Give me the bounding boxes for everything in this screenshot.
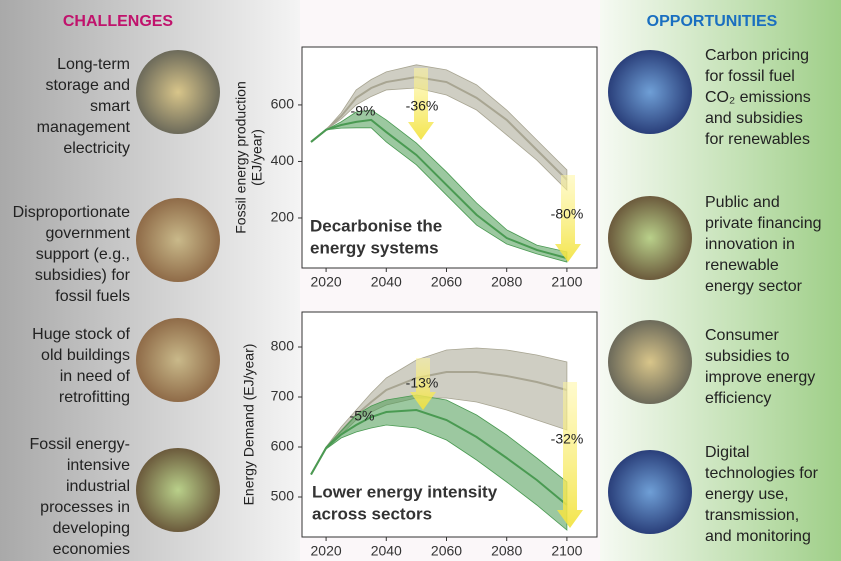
- item-text: old buildings: [41, 347, 130, 364]
- line: [310, 118, 568, 260]
- chart-caption: across sectors: [312, 504, 432, 523]
- challenges-title: CHALLENGES: [63, 13, 174, 30]
- item-text: improve energy: [705, 369, 815, 386]
- item-text: storage and: [45, 77, 130, 94]
- item-text: efficiency: [705, 390, 771, 407]
- photo: [136, 198, 220, 282]
- y-axis-label-line: (EJ/year): [249, 129, 265, 186]
- photos: [136, 50, 692, 534]
- chart-caption: Lower energy intensity: [312, 482, 498, 501]
- chart-caption: Decarbonise the: [310, 216, 442, 235]
- y-tick-label: 700: [271, 388, 295, 404]
- item-text: Huge stock of: [32, 326, 130, 343]
- y-tick-label: 500: [271, 488, 295, 504]
- x-tick-label: 2060: [431, 274, 462, 290]
- item-text: industrial: [66, 478, 130, 495]
- y-axis-label: Fossil energy production (EJ/year): [233, 81, 265, 234]
- arrow: [408, 68, 434, 140]
- item-text: Long-term: [57, 56, 130, 73]
- annotation: -32%: [551, 431, 584, 447]
- item-text: processes in: [40, 499, 130, 516]
- x-tick-label: 2060: [431, 543, 462, 559]
- photo: [136, 318, 220, 402]
- y-tick-label: 600: [271, 96, 295, 112]
- y-tick-label: 600: [271, 438, 295, 454]
- y-tick-label: 400: [271, 152, 295, 168]
- line: [310, 408, 568, 506]
- item-text: developing: [53, 520, 130, 537]
- photo: [608, 196, 692, 280]
- x-tick-label: 2080: [491, 543, 522, 559]
- item-text: support (e.g.,: [36, 246, 130, 263]
- x-tick-label: 2100: [551, 543, 582, 559]
- item-text: economies: [53, 541, 130, 558]
- item-text: for renewables: [705, 131, 810, 148]
- x-tick-label: 2020: [311, 274, 342, 290]
- item-text: Consumer: [705, 327, 779, 344]
- y-axis-label: Energy Demand (EJ/year): [241, 344, 257, 506]
- photo: [136, 448, 220, 532]
- item-text: Disproportionate: [13, 204, 131, 221]
- annotation: -9%: [351, 103, 376, 119]
- item-text: in need of: [60, 368, 131, 385]
- y-axis-label-line: Fossil energy production: [233, 81, 249, 234]
- item-text: and subsidies: [705, 110, 803, 127]
- item-text: subsidies to: [705, 348, 790, 365]
- item-text: Carbon pricing: [705, 47, 809, 64]
- x-tick-label: 2040: [371, 274, 402, 290]
- item-text: government: [46, 225, 131, 242]
- y-axis-label-line: Energy Demand (EJ/year): [241, 344, 257, 506]
- chart: 200 400 600 2020 2040 2060 2080 2100 Fossil ener…: [233, 46, 598, 290]
- annotation: -13%: [406, 375, 439, 391]
- annotation: -80%: [551, 206, 584, 222]
- photo: [136, 50, 220, 134]
- x-tick-label: 2080: [491, 274, 522, 290]
- photo: [608, 450, 692, 534]
- line: [310, 75, 568, 181]
- opportunities-title: OPPORTUNITIES: [647, 13, 778, 30]
- item-text: intensive: [67, 457, 130, 474]
- y-tick-label: 800: [271, 338, 295, 354]
- item-text: electricity: [63, 140, 130, 157]
- item-text: renewable: [705, 257, 779, 274]
- chart-caption: energy systems: [310, 238, 439, 257]
- x-tick-label: 2100: [551, 274, 582, 290]
- arrow: [410, 358, 436, 410]
- item-text: energy sector: [705, 278, 803, 295]
- item-text: innovation in: [705, 236, 795, 253]
- item-text: Digital: [705, 444, 749, 461]
- item-text: smart: [90, 98, 131, 115]
- x-tick-label: 2020: [311, 543, 342, 559]
- arrow: [555, 175, 581, 262]
- chart: 500 600 700 800 2020 2040 2060 2080 2100 Energy D…: [241, 311, 598, 559]
- arrow: [557, 382, 583, 528]
- item-text: Fossil energy-: [30, 436, 130, 453]
- item-text: Public and: [705, 194, 780, 211]
- item-text: for fossil fuel: [705, 68, 795, 85]
- annotation: -36%: [406, 98, 439, 114]
- y-tick-label: 200: [271, 209, 295, 225]
- item-text: energy use,: [705, 486, 789, 503]
- item-text: subsidies) for: [35, 267, 131, 284]
- item-text: technologies for: [705, 465, 819, 482]
- item-text: retrofitting: [59, 389, 130, 406]
- photo: [608, 50, 692, 134]
- item-text: management: [37, 119, 131, 136]
- photo: [608, 320, 692, 404]
- annotation: -5%: [350, 408, 375, 424]
- x-tick-label: 2040: [371, 543, 402, 559]
- item-text: transmission,: [705, 507, 799, 524]
- item-text: fossil fuels: [55, 288, 130, 305]
- item-text: CO₂ emissions: [705, 89, 811, 106]
- item-text: private financing: [705, 215, 822, 232]
- item-text: and monitoring: [705, 528, 811, 545]
